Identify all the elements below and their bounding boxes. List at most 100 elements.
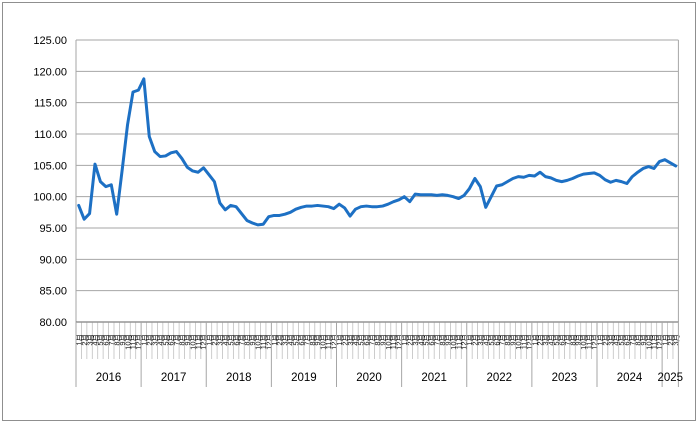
month-tick-label: 11月: [194, 334, 203, 349]
month-tick-label: 10月: [449, 334, 458, 350]
y-axis-tick-label: 105.00: [33, 160, 67, 172]
month-tick-label: 1月: [400, 334, 409, 346]
month-tick-label: 9月: [378, 334, 387, 346]
month-tick-label: 2月: [340, 334, 349, 346]
month-tick-label: 11月: [324, 334, 333, 349]
month-tick-label: 2月: [666, 334, 675, 346]
month-tick-label: 6月: [102, 334, 111, 346]
y-axis-tick-label: 110.00: [34, 129, 67, 141]
month-tick-label: 11月: [519, 334, 528, 349]
month-tick-label: 11月: [650, 334, 659, 349]
month-tick-label: 2月: [275, 334, 284, 346]
month-tick-label: 6月: [232, 334, 241, 346]
month-tick-label: 10月: [188, 334, 197, 350]
month-tick-label: 3月: [411, 334, 420, 346]
month-tick-label: 2月: [601, 334, 610, 346]
month-tick-label: 12月: [395, 334, 404, 350]
y-axis-tick-label: 115.00: [34, 98, 67, 110]
month-tick-label: 7月: [433, 334, 442, 346]
month-tick-label: 8月: [503, 334, 512, 346]
month-tick-label: 4月: [91, 334, 100, 346]
month-tick-label: 6月: [362, 334, 371, 346]
month-tick-label: 7月: [367, 334, 376, 346]
month-tick-label: 9月: [443, 334, 452, 346]
month-tick-label: 9月: [313, 334, 322, 346]
month-tick-label: 8月: [373, 334, 382, 346]
month-tick-label: 11月: [454, 334, 463, 349]
x-axis-month-labels: 1月2月3月4月5月6月7月8月9月10月11月12月1月2月3月4月5月6月7…: [74, 334, 680, 350]
year-label: 2016: [96, 372, 122, 384]
month-tick-label: 7月: [563, 334, 572, 346]
month-tick-label: 8月: [243, 334, 252, 346]
month-tick-label: 12月: [199, 334, 208, 350]
x-axis-year-separators: [75, 322, 679, 387]
month-tick-label: 4月: [221, 334, 230, 346]
month-tick-label: 8月: [633, 334, 642, 346]
month-tick-label: 7月: [628, 334, 637, 346]
month-tick-label: 2月: [405, 334, 414, 346]
month-tick-label: 1月: [205, 334, 214, 346]
month-tick-label: 6月: [623, 334, 632, 346]
month-tick-label: 12月: [655, 334, 664, 350]
month-tick-label: 3月: [476, 334, 485, 346]
month-tick-label: 4月: [156, 334, 165, 346]
month-tick-label: 1月: [465, 334, 474, 346]
month-tick-label: 4月: [481, 334, 490, 346]
month-tick-label: 9月: [509, 334, 518, 346]
month-tick-label: 8月: [178, 334, 187, 346]
month-tick-label: 3月: [281, 334, 290, 346]
month-tick-label: 1月: [335, 334, 344, 346]
month-tick-label: 4月: [286, 334, 295, 346]
month-tick-label: 12月: [329, 334, 338, 350]
month-tick-label: 5月: [617, 334, 626, 346]
year-label: 2017: [161, 372, 187, 384]
month-tick-label: 2月: [471, 334, 480, 346]
month-tick-label: 5月: [96, 334, 105, 346]
month-tick-label: 5月: [357, 334, 366, 346]
month-tick-label: 5月: [552, 334, 561, 346]
month-tick-label: 6月: [557, 334, 566, 346]
month-tick-label: 3月: [541, 334, 550, 346]
year-label: 2024: [617, 372, 643, 384]
month-tick-label: 9月: [248, 334, 257, 346]
month-tick-label: 6月: [297, 334, 306, 346]
year-label: 2018: [226, 372, 252, 384]
month-tick-label: 1月: [74, 334, 83, 346]
month-tick-label: 4月: [351, 334, 360, 346]
year-label: 2021: [421, 372, 447, 384]
month-tick-label: 2月: [80, 334, 89, 346]
month-tick-label: 1月: [140, 334, 149, 346]
month-tick-label: 6月: [167, 334, 176, 346]
horizontal-gridlines: [76, 39, 679, 323]
plot-area-border: [75, 40, 679, 323]
month-tick-label: 12月: [134, 334, 143, 350]
month-tick-label: 7月: [498, 334, 507, 346]
month-tick-label: 5月: [422, 334, 431, 346]
month-tick-label: 7月: [107, 334, 116, 346]
month-tick-label: 10月: [319, 334, 328, 350]
month-tick-label: 1月: [661, 334, 670, 346]
month-tick-label: 6月: [427, 334, 436, 346]
month-tick-label: 10月: [123, 334, 132, 350]
year-label: 2019: [291, 372, 317, 384]
month-tick-label: 3月: [216, 334, 225, 346]
month-tick-label: 5月: [291, 334, 300, 346]
month-tick-label: 5月: [487, 334, 496, 346]
month-tick-label: 4月: [416, 334, 425, 346]
month-tick-label: 8月: [308, 334, 317, 346]
month-tick-label: 10月: [644, 334, 653, 350]
y-axis-tick-labels: 125.00 120.00 115.00 110.00 105.00 100.00 95.0…: [33, 35, 67, 329]
month-tick-label: 5月: [226, 334, 235, 346]
month-tick-label: 12月: [264, 334, 273, 350]
month-tick-label: 7月: [237, 334, 246, 346]
month-tick-label: 1月: [270, 334, 279, 346]
month-tick-label: 11月: [259, 334, 268, 349]
month-tick-label: 7月: [172, 334, 181, 346]
month-tick-label: 2月: [210, 334, 219, 346]
month-tick-label: 12月: [590, 334, 599, 350]
month-tick-label: 8月: [568, 334, 577, 346]
month-tick-label: 3月: [346, 334, 355, 346]
month-tick-label: 4月: [612, 334, 621, 346]
month-tick-label: 3月: [671, 334, 680, 346]
